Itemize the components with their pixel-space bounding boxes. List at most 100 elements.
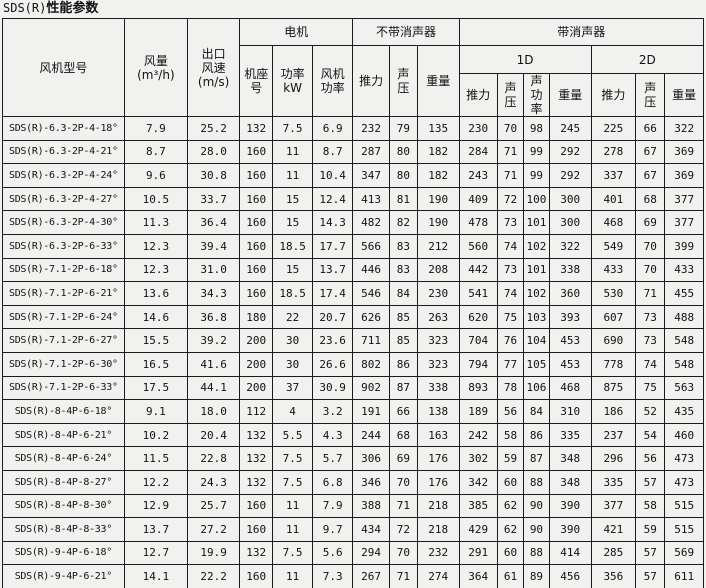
value-cell: 176 [416,469,460,495]
value-cell: 62 [496,517,524,542]
value-cell: 322 [664,116,704,141]
value-cell: 893 [458,375,498,401]
value-cell: 446 [352,257,390,283]
value-cell: 12.4 [311,186,354,212]
value-cell: 429 [458,517,498,542]
value-cell: 74 [496,233,524,259]
value-cell: 83 [388,257,418,283]
value-cell: 3.2 [311,399,354,424]
value-cell: 186 [590,399,637,424]
value-cell: 478 [458,210,498,235]
table-row: SDS(R)-6.3-2P-4-21° 8.7 28.0 160 11 8.7 287 80 1… [2,139,704,165]
value-cell: 44.1 [187,375,241,401]
value-cell: 160 [239,163,274,188]
value-cell: 218 [416,493,460,519]
value-cell: 30 [272,328,313,353]
header-weight-ns: 重量 [416,45,460,117]
value-cell: 704 [458,328,498,353]
value-cell: 15 [272,257,313,283]
value-cell: 200 [239,375,274,401]
value-cell: 56 [496,399,524,424]
value-cell: 85 [388,304,418,330]
value-cell: 242 [458,422,498,448]
value-cell: 138 [416,399,460,424]
value-cell: 399 [664,233,704,259]
header-thrust-2d: 推力 [590,73,637,117]
value-cell: 285 [590,540,637,566]
value-cell: 393 [548,304,592,330]
value-cell: 310 [548,399,592,424]
value-cell: 237 [590,422,637,448]
value-cell: 31.0 [187,257,241,283]
value-cell: 778 [590,351,637,377]
value-cell: 72 [496,186,524,212]
fan-model-cell: SDS(R)-6.3-2P-4-30° [2,210,125,235]
value-cell: 72 [388,517,418,542]
value-cell: 7.5 [272,446,313,471]
table-row: SDS(R)-6.3-2P-4-18° 7.9 25.2 132 7.5 6.9 232 79… [2,116,704,141]
value-cell: 132 [239,116,274,141]
value-cell: 132 [239,540,274,566]
value-cell: 12.3 [123,257,189,283]
value-cell: 7.5 [272,469,313,495]
fan-model-cell: SDS(R)-8-4P-6-21° [2,422,125,448]
value-cell: 11 [272,493,313,519]
value-cell: 11 [272,139,313,165]
header-weight-1d: 重量 [548,73,592,117]
value-cell: 8.7 [123,139,189,165]
value-cell: 75 [496,304,524,330]
value-cell: 163 [416,422,460,448]
table-row: SDS(R)-9-4P-6-21° 14.1 22.2 160 11 7.3 267 71 27… [2,564,704,588]
value-cell: 67 [635,163,666,188]
table-row: SDS(R)-7.1-2P-6-33° 17.5 44.1 200 37 30.9 902 8… [2,375,704,401]
value-cell: 106 [522,375,550,401]
value-cell: 5.7 [311,446,354,471]
value-cell: 225 [590,116,637,141]
value-cell: 17.5 [123,375,189,401]
value-cell: 62 [496,493,524,519]
table-row: SDS(R)-8-4P-8-27° 12.2 24.3 132 7.5 6.8 346 70 1… [2,469,704,495]
value-cell: 560 [458,233,498,259]
header-thrust-ns: 推力 [352,45,390,117]
value-cell: 10.4 [311,163,354,188]
header-sound-power-1d: 声 功 率 [522,73,550,117]
value-cell: 77 [496,351,524,377]
value-cell: 160 [239,257,274,283]
value-cell: 12.9 [123,493,189,519]
value-cell: 5.5 [272,422,313,448]
value-cell: 244 [352,422,390,448]
value-cell: 160 [239,210,274,235]
table-header: 风机型号 风量 (m³/h) 出口 风速 (m/s) 电机 不带消声器 带消声器… [2,18,705,117]
value-cell: 15 [272,186,313,212]
value-cell: 875 [590,375,637,401]
value-cell: 88 [522,540,550,566]
value-cell: 75 [635,375,666,401]
table-row: SDS(R)-6.3-2P-4-24° 9.6 30.8 160 11 10.4 347 80… [2,163,704,188]
value-cell: 4.3 [311,422,354,448]
header-sound-pressure-ns: 声 压 [388,45,418,117]
value-cell: 338 [416,375,460,401]
value-cell: 6.9 [311,116,354,141]
page-title-main: 性能参数 [46,1,99,16]
value-cell: 190 [416,210,460,235]
value-cell: 300 [548,210,592,235]
value-cell: 71 [388,493,418,519]
value-cell: 90 [522,517,550,542]
table-body: SDS(R)-6.3-2P-4-18° 7.9 25.2 132 7.5 6.9 232 79… [2,116,704,588]
header-2d-group: 2D [590,45,705,74]
value-cell: 243 [458,163,498,188]
value-cell: 100 [522,186,550,212]
value-cell: 348 [548,469,592,495]
value-cell: 73 [635,328,666,353]
value-cell: 263 [416,304,460,330]
value-cell: 11.3 [123,210,189,235]
value-cell: 390 [548,493,592,519]
value-cell: 456 [548,564,592,588]
value-cell: 18.5 [272,281,313,306]
value-cell: 302 [458,446,498,471]
value-cell: 7.9 [123,116,189,141]
value-cell: 98 [522,116,550,141]
value-cell: 369 [664,163,704,188]
value-cell: 58 [496,422,524,448]
value-cell: 711 [352,328,390,353]
